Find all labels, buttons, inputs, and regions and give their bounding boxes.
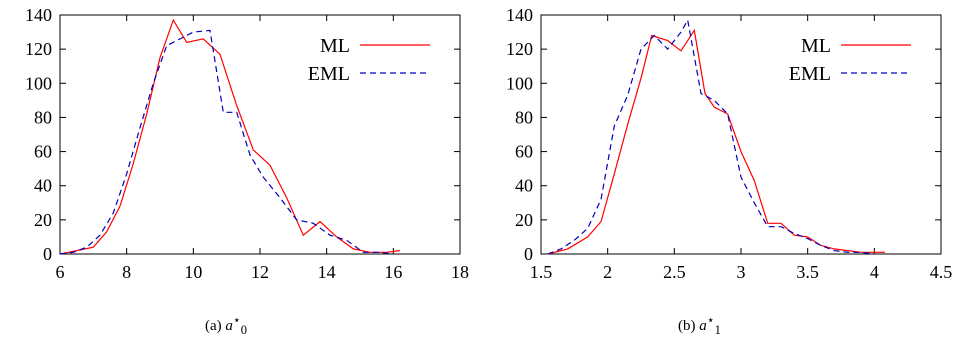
chart-b: 1.5 2 2.5 3 3.5 4 4.5 0 20 40 60 80 100 120 140 ML EML bbox=[506, 5, 953, 282]
legend-label-ml: ML bbox=[320, 35, 350, 57]
plot-frame-a bbox=[59, 14, 461, 255]
y-tick-label: 40 bbox=[515, 176, 533, 196]
caption-a-sub: 0 bbox=[240, 323, 247, 337]
y-tick-label: 140 bbox=[506, 5, 533, 25]
series-line-ml bbox=[547, 28, 885, 255]
y-tick-label: 80 bbox=[34, 107, 52, 127]
caption-a-sup: ⋆ bbox=[232, 313, 241, 327]
y-tick-label: 140 bbox=[25, 5, 52, 25]
x-tick-label: 1.5 bbox=[530, 262, 553, 282]
caption-b-sub: 1 bbox=[714, 323, 721, 337]
x-tick-label: 16 bbox=[384, 262, 402, 282]
y-tick-label: 120 bbox=[25, 39, 52, 59]
series-line-ml bbox=[59, 18, 401, 255]
x-tick-label: 10 bbox=[184, 262, 202, 282]
caption-b-var: a bbox=[699, 318, 707, 334]
y-tick-label: 20 bbox=[34, 210, 52, 230]
caption-a-label: (a) bbox=[205, 318, 222, 334]
x-tick-label: 8 bbox=[122, 262, 131, 282]
x-tick-label: 4 bbox=[870, 262, 879, 282]
y-tick-label: 0 bbox=[524, 244, 533, 264]
y-tick-label: 0 bbox=[43, 244, 52, 264]
x-tick-label: 3.5 bbox=[796, 262, 819, 282]
series-line-eml bbox=[547, 18, 875, 255]
caption-b-label: (b) bbox=[678, 318, 696, 334]
x-tick-label: 14 bbox=[318, 262, 336, 282]
caption-a: (a) a⋆0 bbox=[205, 312, 247, 338]
y-tick-label: 100 bbox=[506, 73, 533, 93]
caption-b: (b) a⋆1 bbox=[678, 312, 721, 338]
x-tick-label: 3 bbox=[737, 262, 746, 282]
caption-a-var: a bbox=[225, 318, 233, 334]
legend-label-ml: ML bbox=[801, 35, 831, 57]
y-tick-label: 120 bbox=[506, 39, 533, 59]
y-tick-label: 100 bbox=[25, 73, 52, 93]
chart-a: 6 8 10 12 14 16 18 0 20 40 60 80 100 120 140 ML EML bbox=[25, 5, 469, 282]
x-tick-label: 2.5 bbox=[663, 262, 686, 282]
legend-label-eml: EML bbox=[308, 63, 350, 85]
x-tick-label: 2 bbox=[603, 262, 612, 282]
y-tick-label: 40 bbox=[34, 176, 52, 196]
caption-b-sup: ⋆ bbox=[706, 313, 715, 327]
x-tick-label: 18 bbox=[451, 262, 469, 282]
x-tick-label: 4.5 bbox=[930, 262, 953, 282]
chart-panel-a: 6 8 10 12 14 16 18 0 20 40 60 80 100 120 140 ML EML (a) … bbox=[25, 5, 469, 338]
y-tick-label: 20 bbox=[515, 210, 533, 230]
plot-frame-b bbox=[540, 14, 942, 255]
y-tick-label: 80 bbox=[515, 107, 533, 127]
y-tick-label: 60 bbox=[515, 142, 533, 162]
y-tick-label: 60 bbox=[34, 142, 52, 162]
series-line-eml bbox=[59, 29, 394, 255]
legend-label-eml: EML bbox=[789, 63, 831, 85]
x-tick-label: 12 bbox=[251, 262, 269, 282]
chart-panel-b: 1.5 2 2.5 3 3.5 4 4.5 0 20 40 60 80 100 120 140 ML EML (… bbox=[481, 0, 962, 341]
x-tick-label: 6 bbox=[56, 262, 65, 282]
